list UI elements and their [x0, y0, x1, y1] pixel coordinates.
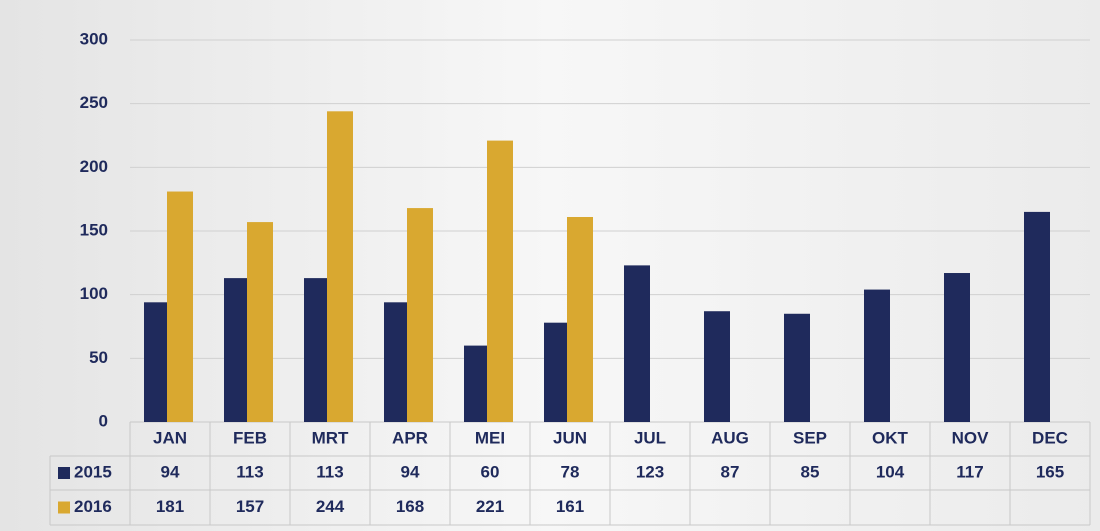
table-value: 244: [316, 497, 345, 516]
bar: [224, 278, 250, 422]
bar: [384, 302, 410, 422]
x-tick-label: AUG: [711, 428, 749, 447]
table-value: 78: [561, 462, 580, 481]
bar: [544, 322, 570, 422]
x-tick-label: DEC: [1032, 428, 1068, 447]
y-tick-label: 0: [99, 411, 108, 430]
legend-swatch: [58, 467, 70, 479]
legend-label: 2015: [74, 462, 112, 481]
bar: [944, 273, 970, 422]
y-tick-label: 50: [89, 348, 108, 367]
x-tick-label: MRT: [312, 428, 349, 447]
table-value: 157: [236, 497, 264, 516]
x-tick-label: NOV: [952, 428, 990, 447]
bar: [567, 216, 593, 422]
y-tick-label: 300: [80, 29, 108, 48]
x-tick-label: OKT: [872, 428, 909, 447]
table-value: 87: [721, 462, 740, 481]
bar: [624, 265, 650, 422]
legend-swatch: [58, 501, 70, 514]
bar: [864, 289, 890, 422]
x-tick-label: JUL: [634, 428, 666, 447]
bar: [144, 302, 170, 422]
table-value: 94: [161, 462, 180, 481]
x-tick-label: SEP: [793, 428, 827, 447]
x-tick-label: FEB: [233, 428, 267, 447]
x-tick-label: JUN: [553, 428, 587, 447]
x-tick-label: JAN: [153, 428, 187, 447]
y-tick-label: 150: [80, 220, 108, 239]
y-tick-label: 200: [80, 157, 108, 176]
table-value: 113: [316, 462, 343, 481]
y-tick-label: 250: [80, 93, 108, 112]
table-value: 168: [396, 497, 424, 516]
table-value: 165: [1036, 462, 1064, 481]
bar: [1024, 211, 1050, 422]
bar: [167, 191, 193, 422]
bar: [487, 140, 513, 423]
table-value: 221: [476, 497, 504, 516]
bar: [407, 208, 433, 422]
table-value: 113: [236, 462, 263, 481]
x-tick-label: APR: [392, 428, 428, 447]
table-value: 94: [401, 462, 420, 481]
table-value: 181: [156, 497, 184, 516]
table-value: 117: [956, 462, 983, 481]
bar: [327, 111, 353, 422]
bar: [784, 313, 810, 422]
table-value: 60: [481, 462, 500, 481]
bar: [304, 278, 330, 422]
table-value: 104: [876, 462, 905, 481]
bar: [464, 345, 490, 422]
y-tick-label: 100: [80, 284, 108, 303]
x-tick-label: MEI: [475, 428, 505, 447]
table-value: 123: [636, 462, 664, 481]
table-value: 161: [556, 497, 584, 516]
bar: [247, 222, 273, 422]
table-value: 85: [801, 462, 820, 481]
legend-label: 2016: [74, 497, 112, 516]
bar: [704, 311, 730, 422]
